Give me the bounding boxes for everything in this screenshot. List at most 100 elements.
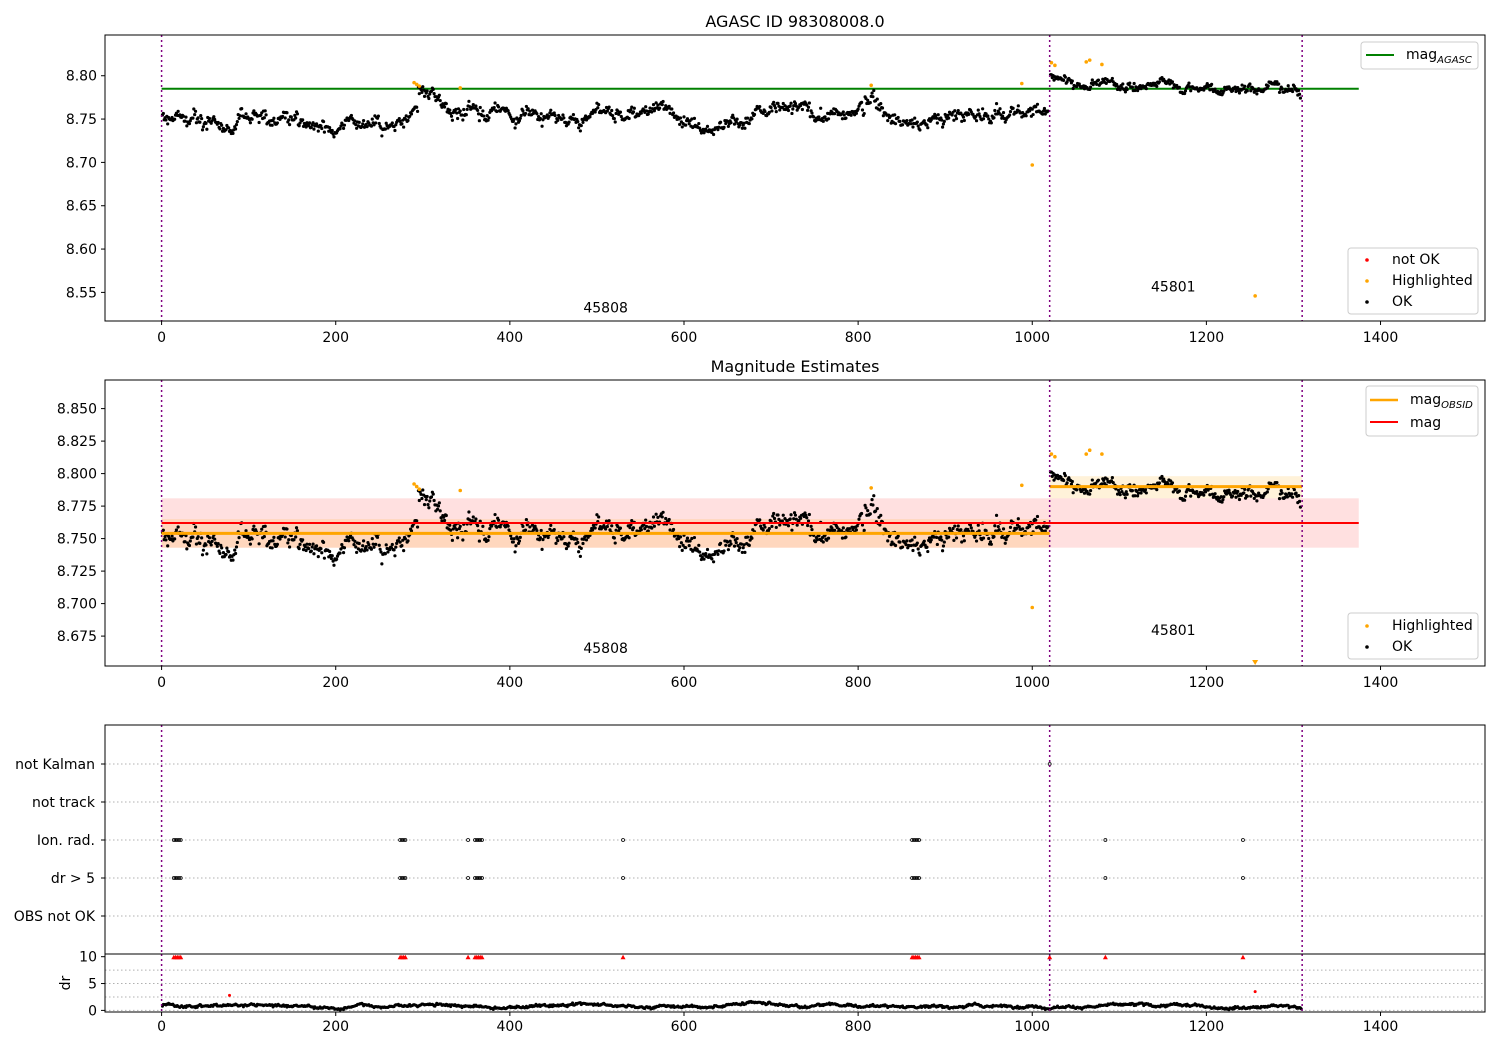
ok-point (1249, 89, 1253, 93)
dr-clipped-point (465, 954, 471, 960)
x-tick-label: 1200 (1189, 675, 1225, 691)
ok-point (476, 524, 480, 528)
ok-point (283, 535, 287, 539)
ok-point (745, 535, 750, 539)
ok-point (523, 111, 528, 116)
ok-point (383, 552, 387, 556)
ok-point (880, 106, 885, 110)
ok-point (257, 542, 261, 546)
ok-point (1102, 478, 1106, 482)
ok-point (406, 539, 410, 543)
ok-point (1183, 89, 1188, 93)
ok-point (235, 120, 239, 124)
ok-point (888, 114, 892, 118)
ok-point (630, 105, 634, 109)
ok-point (200, 116, 204, 121)
ok-point (1041, 112, 1045, 116)
ok-point (1046, 525, 1050, 529)
ok-point (1175, 83, 1179, 88)
ok-point (360, 124, 364, 129)
ok-point (331, 559, 335, 563)
ok-point (237, 536, 241, 540)
ok-point (369, 124, 374, 128)
ok-point (1230, 494, 1235, 498)
ok-point (213, 537, 217, 541)
ok-point (378, 547, 382, 551)
flag-point (173, 876, 178, 880)
ok-point (978, 114, 982, 119)
ok-point (518, 116, 522, 120)
flag-point (476, 838, 481, 842)
ok-point (409, 529, 414, 533)
ok-point (1222, 89, 1226, 93)
flag-category-label: OBS not OK (14, 909, 96, 925)
flag-category-label: dr > 5 (51, 871, 95, 887)
ok-point (194, 542, 199, 546)
x-tick-label: 400 (496, 675, 523, 691)
dr-point (571, 1001, 575, 1005)
ok-point (1061, 78, 1066, 82)
flag-point (473, 876, 477, 880)
ok-point (571, 113, 576, 117)
ok-point (482, 114, 486, 118)
ok-point (616, 525, 620, 529)
ok-point (583, 535, 587, 539)
x-tick-label: 1400 (1363, 1019, 1399, 1035)
ok-point (566, 544, 570, 548)
ok-point (1043, 112, 1047, 116)
ok-point (270, 546, 274, 550)
ok-point (1177, 489, 1181, 493)
ok-point (196, 116, 200, 120)
ok-point (806, 523, 810, 528)
ok-point (271, 539, 275, 543)
ok-point (740, 550, 744, 555)
ok-point (1075, 488, 1079, 492)
ok-point (795, 523, 799, 527)
ok-point (841, 526, 845, 530)
ok-point (841, 110, 845, 114)
ok-point (1122, 492, 1127, 497)
ok-point (461, 118, 465, 122)
ok-point (398, 540, 402, 544)
ok-point (939, 535, 943, 539)
ok-point (639, 111, 643, 115)
agasc-legend-bottom: not OK Highlighted OK (1347, 247, 1479, 315)
ok-point (812, 115, 816, 119)
ok-point (361, 118, 366, 123)
ok-point (1128, 81, 1132, 85)
ok-point (997, 528, 1001, 532)
legend-box (1360, 41, 1479, 70)
ok-point (781, 513, 785, 517)
ok-point (866, 98, 870, 103)
ok-point (705, 547, 710, 552)
ok-point (1277, 82, 1281, 86)
ok-point (607, 519, 611, 523)
ok-point (740, 126, 744, 130)
ok-point (1125, 492, 1129, 496)
ok-point (461, 538, 465, 542)
highlighted-point (1020, 81, 1024, 86)
ok-point (941, 544, 946, 548)
ok-point (538, 536, 542, 540)
ok-point (287, 118, 291, 122)
ok-point (1297, 92, 1302, 96)
ok-point (1290, 492, 1294, 496)
ok-point (377, 543, 381, 547)
ok-point (915, 120, 919, 124)
ok-point (476, 108, 480, 113)
ok-point (951, 526, 955, 531)
flag-point (910, 838, 915, 842)
ok-point (439, 516, 443, 520)
ok-point (776, 101, 780, 105)
ok-point (614, 528, 618, 532)
ok-point (722, 125, 726, 129)
ok-point (960, 540, 964, 544)
ok-point (1065, 481, 1069, 485)
ok-point (332, 563, 336, 567)
ok-point (205, 552, 209, 556)
ok-point (408, 114, 412, 118)
ok-point (210, 119, 214, 123)
ok-point (833, 528, 837, 532)
ok-point (868, 101, 872, 105)
